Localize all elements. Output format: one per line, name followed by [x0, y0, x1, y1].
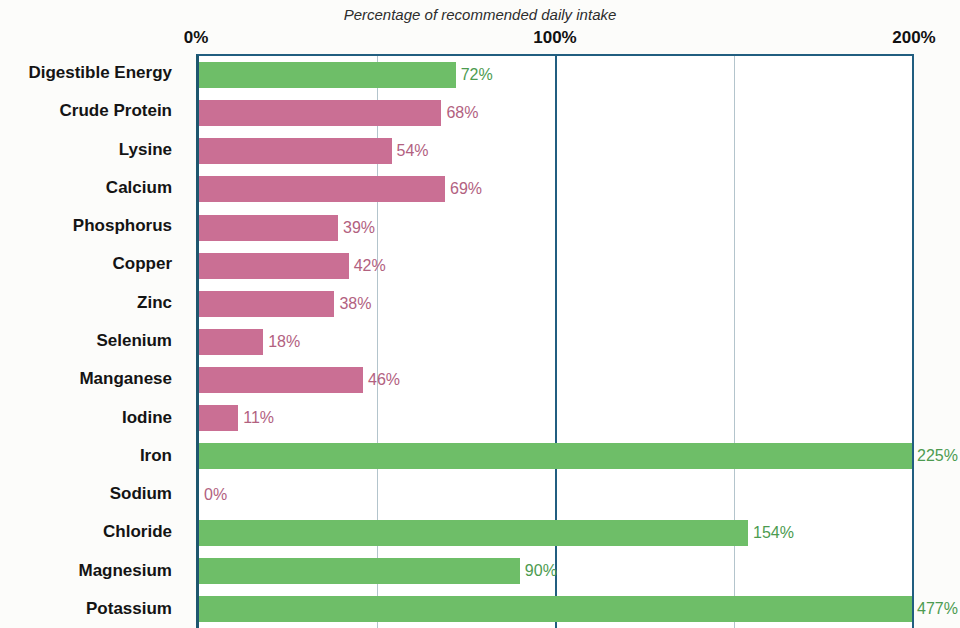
category-label: Crude Protein [0, 92, 184, 130]
x-axis-ticks: 0%100%200% [196, 28, 914, 52]
value-label: 68% [446, 100, 478, 126]
bar-row: 72% [199, 56, 912, 94]
bar [199, 100, 441, 126]
value-label: 42% [354, 253, 386, 279]
bar-row: 69% [199, 170, 912, 208]
value-label: 54% [397, 138, 429, 164]
bar [199, 367, 363, 393]
bar [199, 176, 445, 202]
value-label: 11% [243, 405, 274, 431]
bar [199, 253, 349, 279]
category-label: Sodium [0, 475, 184, 513]
bar-row: 42% [199, 247, 912, 285]
bar [199, 558, 520, 584]
bar [199, 443, 912, 469]
value-label: 90% [525, 558, 557, 584]
bar-row: 477% [199, 590, 912, 628]
bar [199, 62, 456, 88]
x-axis-tick: 0% [184, 28, 209, 48]
value-label: 69% [450, 176, 482, 202]
daily-intake-bar-chart: Percentage of recommended daily intake 0… [0, 0, 960, 628]
category-labels: Digestible EnergyCrude ProteinLysineCalc… [0, 54, 184, 628]
x-axis-tick: 100% [533, 28, 576, 48]
bar-row: 39% [199, 209, 912, 247]
bar [199, 329, 263, 355]
bar-row: 90% [199, 552, 912, 590]
value-label: 225% [917, 443, 958, 469]
value-label: 46% [368, 367, 400, 393]
bar-row: 18% [199, 323, 912, 361]
category-label: Digestible Energy [0, 54, 184, 92]
plot-area: 72% 68% 54% 69% 39% 42% 38% 18% 46% 11% 225% 0% 154%… [196, 54, 914, 628]
bar [199, 215, 338, 241]
bar-row: 46% [199, 361, 912, 399]
value-label: 18% [268, 329, 300, 355]
bar-rows: 72% 68% 54% 69% 39% 42% 38% 18% 46% 11% 225% 0% 154%… [199, 56, 912, 628]
bar [199, 291, 334, 317]
bar-row: 0% [199, 476, 912, 514]
bar [199, 138, 392, 164]
category-label: Calcium [0, 169, 184, 207]
bar [199, 405, 238, 431]
value-label: 154% [753, 520, 794, 546]
bar-row: 68% [199, 94, 912, 132]
bar [199, 520, 748, 546]
category-label: Zinc [0, 284, 184, 322]
bar-row: 54% [199, 132, 912, 170]
category-label: Iodine [0, 398, 184, 436]
bar-row: 154% [199, 514, 912, 552]
bar-row: 11% [199, 399, 912, 437]
value-label: 477% [917, 596, 958, 622]
category-label: Iron [0, 437, 184, 475]
value-label: 72% [461, 62, 493, 88]
value-label: 0% [204, 482, 227, 508]
category-label: Manganese [0, 360, 184, 398]
chart-title: Percentage of recommended daily intake [0, 6, 960, 23]
bar [199, 596, 912, 622]
category-label: Lysine [0, 131, 184, 169]
value-label: 39% [343, 215, 375, 241]
category-label: Copper [0, 245, 184, 283]
category-label: Phosphorus [0, 207, 184, 245]
value-label: 38% [339, 291, 371, 317]
category-label: Potassium [0, 590, 184, 628]
x-axis-tick: 200% [892, 28, 935, 48]
category-label: Selenium [0, 322, 184, 360]
category-label: Magnesium [0, 551, 184, 589]
category-label: Chloride [0, 513, 184, 551]
bar-row: 225% [199, 437, 912, 475]
bar-row: 38% [199, 285, 912, 323]
